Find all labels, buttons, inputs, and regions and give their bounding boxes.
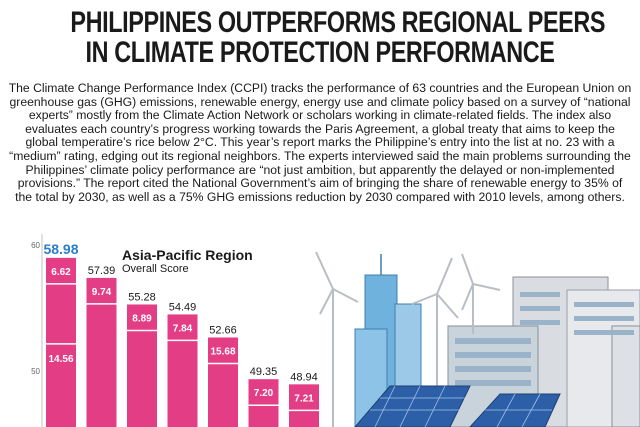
bar-total-label: 57.39 bbox=[88, 265, 116, 277]
bar-segment-label: 9.74 bbox=[92, 287, 112, 298]
bar-total-label: 55.28 bbox=[128, 291, 156, 303]
bar bbox=[167, 314, 198, 427]
bar-total-label: 48.94 bbox=[290, 371, 318, 383]
y-tick-label: 60 bbox=[31, 241, 40, 250]
bar-segment-label: 7.20 bbox=[254, 388, 274, 399]
bar-series: 58.98 6.62 14.56 57.39 9.74 55.28 8.89 54.49 7.8… bbox=[43, 241, 319, 427]
y-axis: 60 50 bbox=[31, 234, 43, 427]
bar-total-label: 49.35 bbox=[250, 366, 278, 378]
bar bbox=[127, 304, 157, 427]
headline: PHILIPPINES OUTPERFORMS REGIONAL PEERS I… bbox=[70, 6, 606, 69]
bar-segment-label: 14.56 bbox=[48, 354, 73, 365]
bar-total-label: 52.66 bbox=[209, 324, 237, 336]
chart-area: 60 50 58.98 6.62 14.56 57.39 9.74 55.28 8.89 54.… bbox=[31, 234, 640, 427]
headline-line-2: IN CLIMATE PROTECTION PERFORMANCE bbox=[85, 36, 555, 69]
bar-total-label: 54.49 bbox=[169, 301, 197, 313]
bar-segment-label: 7.84 bbox=[173, 323, 193, 334]
bar-segment-label: 7.21 bbox=[294, 393, 314, 404]
chart-title: Asia-Pacific Region bbox=[122, 247, 253, 263]
bar bbox=[86, 277, 117, 427]
body-paragraph: The Climate Change Performance Index (CC… bbox=[8, 81, 632, 204]
city-illustration bbox=[290, 234, 640, 427]
y-tick-label: 50 bbox=[31, 367, 40, 376]
bar-segment-label: 6.62 bbox=[51, 267, 71, 278]
bar-total-label: 58.98 bbox=[43, 241, 78, 257]
bar bbox=[208, 337, 238, 427]
bar bbox=[46, 257, 76, 427]
bar bbox=[289, 384, 319, 427]
headline-line-1: PHILIPPINES OUTPERFORMS REGIONAL PEERS bbox=[70, 6, 606, 39]
bar-segment-label: 8.89 bbox=[132, 313, 152, 324]
chart-subtitle: Overall Score bbox=[122, 263, 189, 275]
bar bbox=[248, 379, 279, 427]
bar-segment-label: 15.68 bbox=[210, 346, 235, 357]
